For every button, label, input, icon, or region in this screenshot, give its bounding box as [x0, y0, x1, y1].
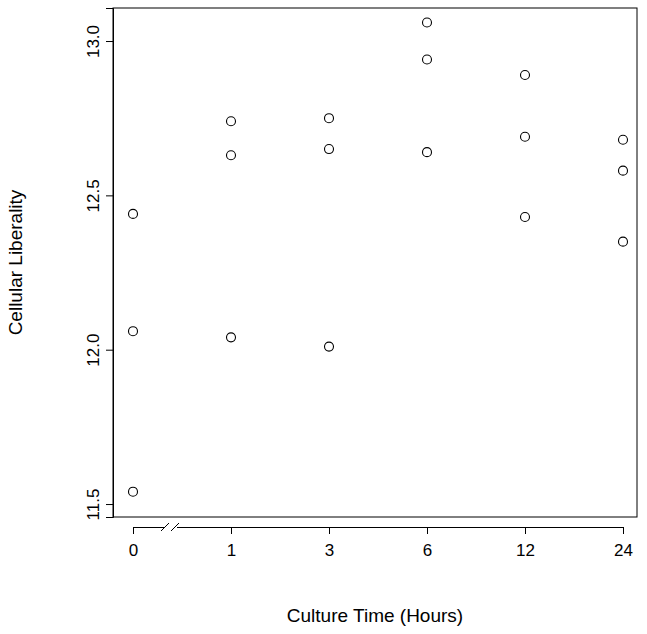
y-tick-label: 12.5: [84, 179, 103, 212]
point: [423, 55, 432, 64]
plot-frame: [113, 8, 637, 517]
x-tick-label: 12: [516, 541, 535, 560]
point: [325, 342, 334, 351]
x-axis-title: Culture Time (Hours): [287, 605, 463, 626]
x-axis: 0 1 3 6 12 24: [129, 527, 633, 560]
point: [227, 151, 236, 160]
x-tick-label: 3: [325, 541, 334, 560]
chart: 11.5 12.0 12.5 13.0 0 1 3 6 12 24 Culture Time (Ho…: [0, 0, 647, 634]
y-tick-label: 12.0: [84, 334, 103, 367]
x-tick-mark: [427, 527, 428, 534]
y-tick-label: 13.0: [84, 25, 103, 58]
x-tick: 12: [516, 527, 535, 560]
x-tick-label: 24: [614, 541, 633, 560]
point: [423, 148, 432, 157]
x-tick-mark: [525, 527, 526, 534]
y-axis-line: [106, 9, 114, 518]
y-tick: 12.0: [84, 334, 113, 367]
point: [129, 487, 138, 496]
x-tick-label: 0: [129, 541, 138, 560]
x-tick: 6: [423, 527, 432, 560]
point: [521, 212, 530, 221]
point: [521, 132, 530, 141]
point: [521, 70, 530, 79]
point: [325, 114, 334, 123]
axis-break: [161, 523, 179, 531]
point: [129, 209, 138, 218]
x-tick-mark: [623, 527, 624, 534]
y-axis: 11.5 12.0 12.5 13.0: [84, 9, 114, 521]
point: [227, 117, 236, 126]
x-tick: 3: [325, 527, 334, 560]
x-axis-line: [134, 528, 624, 535]
y-tick-mark: [106, 195, 113, 196]
x-tick-label: 6: [423, 541, 432, 560]
point: [619, 237, 628, 246]
y-tick-mark: [106, 41, 113, 42]
y-tick-mark: [106, 350, 113, 351]
y-tick-mark: [106, 504, 113, 505]
x-tick: 24: [614, 527, 633, 560]
point: [325, 145, 334, 154]
y-tick: 11.5: [84, 489, 113, 521]
x-tick: 1: [227, 527, 236, 560]
y-tick-label: 11.5: [84, 489, 103, 521]
point: [423, 18, 432, 27]
point: [227, 333, 236, 342]
points: [129, 18, 628, 496]
x-tick-mark: [329, 527, 330, 534]
x-tick-label: 1: [227, 541, 236, 560]
y-axis-title: Cellular Liberality: [5, 189, 26, 335]
point: [619, 135, 628, 144]
x-tick-mark: [231, 527, 232, 534]
plot: 11.5 12.0 12.5 13.0 0 1 3 6 12 24: [84, 8, 637, 560]
y-tick: 13.0: [84, 25, 113, 58]
point: [619, 166, 628, 175]
y-tick: 12.5: [84, 179, 113, 212]
point: [129, 327, 138, 336]
x-tick-mark: [133, 527, 134, 534]
axis-break-slash: [171, 523, 179, 531]
x-tick: 0: [129, 527, 138, 560]
axis-break-slash: [161, 523, 169, 531]
